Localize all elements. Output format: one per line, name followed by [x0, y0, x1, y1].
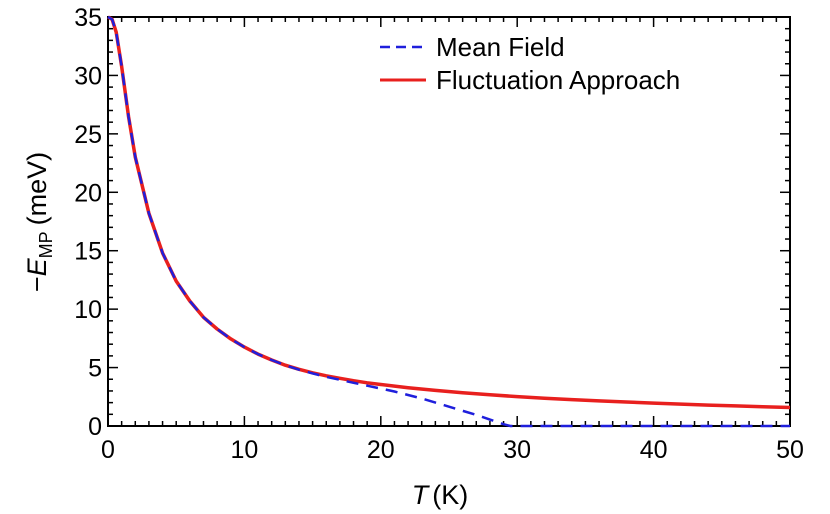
axis-ticks [107, 16, 791, 427]
x-tick-label: 30 [503, 436, 531, 464]
y-tick-label: 15 [74, 238, 102, 266]
x-tick-label: 40 [640, 436, 668, 464]
y-axis-title: −EMP(meV) [22, 152, 56, 292]
x-tick-label: 10 [230, 436, 258, 464]
legend-label-fluctuation: Fluctuation Approach [436, 65, 680, 95]
y-tick-label: 10 [74, 296, 102, 324]
x-tick-label: 20 [367, 436, 395, 464]
y-tick-label: 30 [74, 62, 102, 90]
x-axis-title: T (K) [412, 480, 469, 510]
legend-label-mean-field: Mean Field [436, 32, 565, 62]
y-tick-label: 35 [74, 4, 102, 32]
x-tick-label: 0 [101, 436, 115, 464]
series-line-fluctuation-approach [107, 15, 791, 410]
x-tick-label: 50 [776, 436, 804, 464]
y-tick-label: 20 [74, 179, 102, 207]
y-tick-label: 5 [88, 355, 102, 383]
y-tick-label: 25 [74, 121, 102, 149]
y-tick-label: 0 [88, 413, 102, 441]
legend: Mean Field Fluctuation Approach [380, 32, 680, 95]
series-layer [107, 15, 791, 428]
axis-tick-labels: 0 10 20 30 40 50 0 5 10 15 20 25 30 35 [74, 4, 804, 464]
